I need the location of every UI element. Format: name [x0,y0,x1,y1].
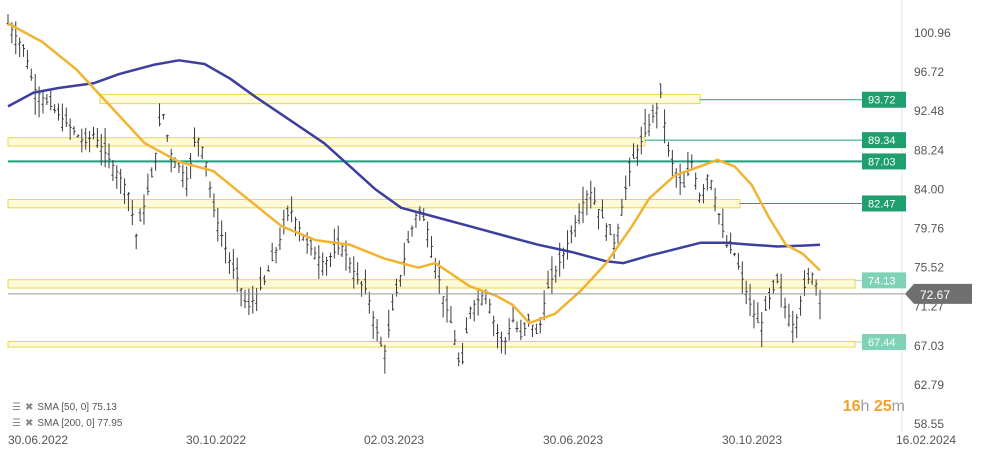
sma-50-line [7,22,821,325]
level-badge-label: 93.72 [868,95,896,107]
level-badge [862,272,906,289]
y-tick-label: 75.52 [914,261,944,275]
resistance-zone [7,279,856,289]
close-icon[interactable]: ✖ [24,418,34,429]
level-badge-label: 87.03 [868,156,896,168]
countdown-hours: 16 [842,398,861,415]
level-badge [862,334,906,351]
indicator-list-icon[interactable]: ☰ [12,402,21,413]
countdown-minutes: 25 [873,398,892,415]
level-badge [862,132,906,149]
legend-sma-slow-label: SMA [200, 0] 77.95 [37,418,123,429]
level-badge [862,91,906,108]
level-badge-label: 67.44 [868,337,896,349]
y-tick-label: 84.00 [914,182,944,196]
level-badge [862,195,906,212]
level-badge [862,153,906,170]
y-tick-label: 79.76 [914,221,944,235]
close-icon[interactable]: ✖ [24,402,34,413]
y-tick-label: 62.79 [914,378,944,392]
level-badge-label: 74.13 [868,275,896,287]
y-tick-label: 92.48 [914,104,944,118]
y-tick-label: 58.55 [914,417,944,431]
legend-sma-fast-label: SMA [50, 0] 75.13 [37,402,117,413]
legend-sma-fast[interactable]: ☰ ✖ SMA [50, 0] 75.13 [12,402,117,413]
level-badge-label: 89.34 [868,135,896,147]
x-tick-label: 30.10.2022 [186,433,246,447]
resistance-zone [7,199,741,209]
y-tick-label: 96.72 [914,65,944,79]
y-tick-label: 100.96 [914,26,951,40]
current-price-label: 72.67 [920,288,950,302]
y-tick-label: 88.24 [914,143,944,157]
countdown-hours-unit: h [860,398,870,415]
x-tick-label: 30.06.2022 [8,433,68,447]
current-price-badge [905,283,972,304]
x-tick-label: 02.03.2023 [364,433,424,447]
level-badge-label: 82.47 [868,198,896,210]
indicator-list-icon[interactable]: ☰ [12,418,21,429]
x-tick-label: 30.10.2023 [722,433,782,447]
y-tick-label: 67.03 [914,339,944,353]
resistance-zone [7,340,856,348]
countdown-minutes-unit: m [891,398,905,415]
x-tick-label: 30.06.2023 [543,433,603,447]
top-truncated-label [12,0,15,5]
candle-countdown: 16h 25m [843,398,905,416]
legend-sma-slow[interactable]: ☰ ✖ SMA [200, 0] 77.95 [12,418,122,429]
sma-200-line [7,59,821,265]
resistance-zone [99,93,701,105]
x-tick-label: 16.02.2024 [896,433,956,447]
